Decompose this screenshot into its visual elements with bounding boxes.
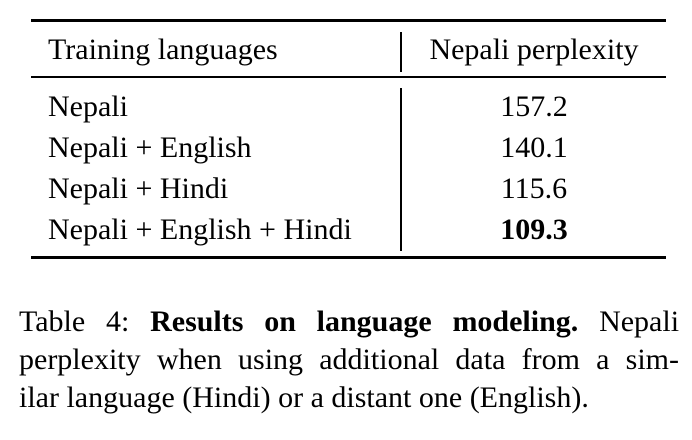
row-training-languages: Nepali + English bbox=[48, 131, 252, 164]
caption-line-1: Table 4: Results on language modeling. N… bbox=[19, 303, 679, 341]
header-training-languages: Training languages bbox=[48, 33, 278, 66]
table-top-rule bbox=[31, 19, 666, 22]
caption-line-2: perplexity when using additional data fr… bbox=[19, 343, 679, 376]
row-training-languages: Nepali + English + Hindi bbox=[48, 213, 352, 246]
row-perplexity-value: 157.2 bbox=[500, 90, 568, 123]
body-column-divider bbox=[400, 88, 402, 251]
caption-line-3: ilar language (Hindi) or a distant one (… bbox=[19, 381, 589, 414]
row-training-languages: Nepali + Hindi bbox=[48, 172, 229, 205]
table-header-rule bbox=[31, 76, 666, 78]
table-bottom-rule bbox=[31, 256, 666, 259]
caption-label: Table 4: bbox=[19, 305, 130, 338]
row-training-languages: Nepali bbox=[48, 90, 128, 123]
row-perplexity-value: 140.1 bbox=[500, 131, 568, 164]
row-perplexity-value-best: 109.3 bbox=[500, 213, 568, 246]
table-caption: Table 4: Results on language modeling. N… bbox=[19, 303, 679, 417]
caption-title: Results on language modeling. bbox=[150, 305, 579, 338]
header-nepali-perplexity: Nepali perplexity bbox=[429, 33, 639, 66]
row-perplexity-value: 115.6 bbox=[500, 172, 568, 205]
caption-text-1: Nepali bbox=[599, 305, 680, 338]
header-column-divider bbox=[400, 32, 402, 72]
